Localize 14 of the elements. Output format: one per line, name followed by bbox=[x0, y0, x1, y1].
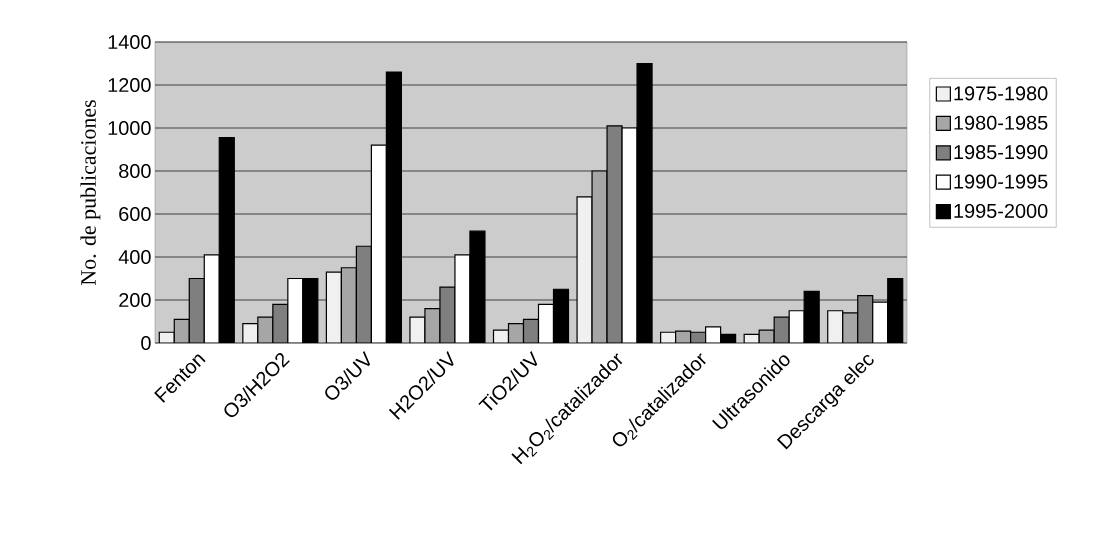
y-tick-label: 400 bbox=[118, 249, 151, 265]
y-tick-label: 0 bbox=[141, 335, 151, 351]
legend-label: 1995-2000 bbox=[954, 203, 1048, 218]
y-tick-label: 800 bbox=[119, 163, 151, 179]
legend-label: 1980-1985 bbox=[954, 115, 1048, 130]
legend-label: 1985-1990 bbox=[954, 145, 1048, 160]
y-tick-label: 200 bbox=[119, 292, 151, 308]
legend-label: 1975-1980 bbox=[954, 86, 1048, 101]
y-tick-label: 1200 bbox=[108, 77, 151, 93]
y-tick-label: 1000 bbox=[108, 120, 151, 136]
legend-label: 1990-1995 bbox=[954, 174, 1048, 189]
y-axis-title: No. de publicaciones bbox=[80, 100, 101, 285]
y-tick-label: 1400 bbox=[108, 34, 151, 50]
y-tick-label: 600 bbox=[119, 206, 151, 222]
